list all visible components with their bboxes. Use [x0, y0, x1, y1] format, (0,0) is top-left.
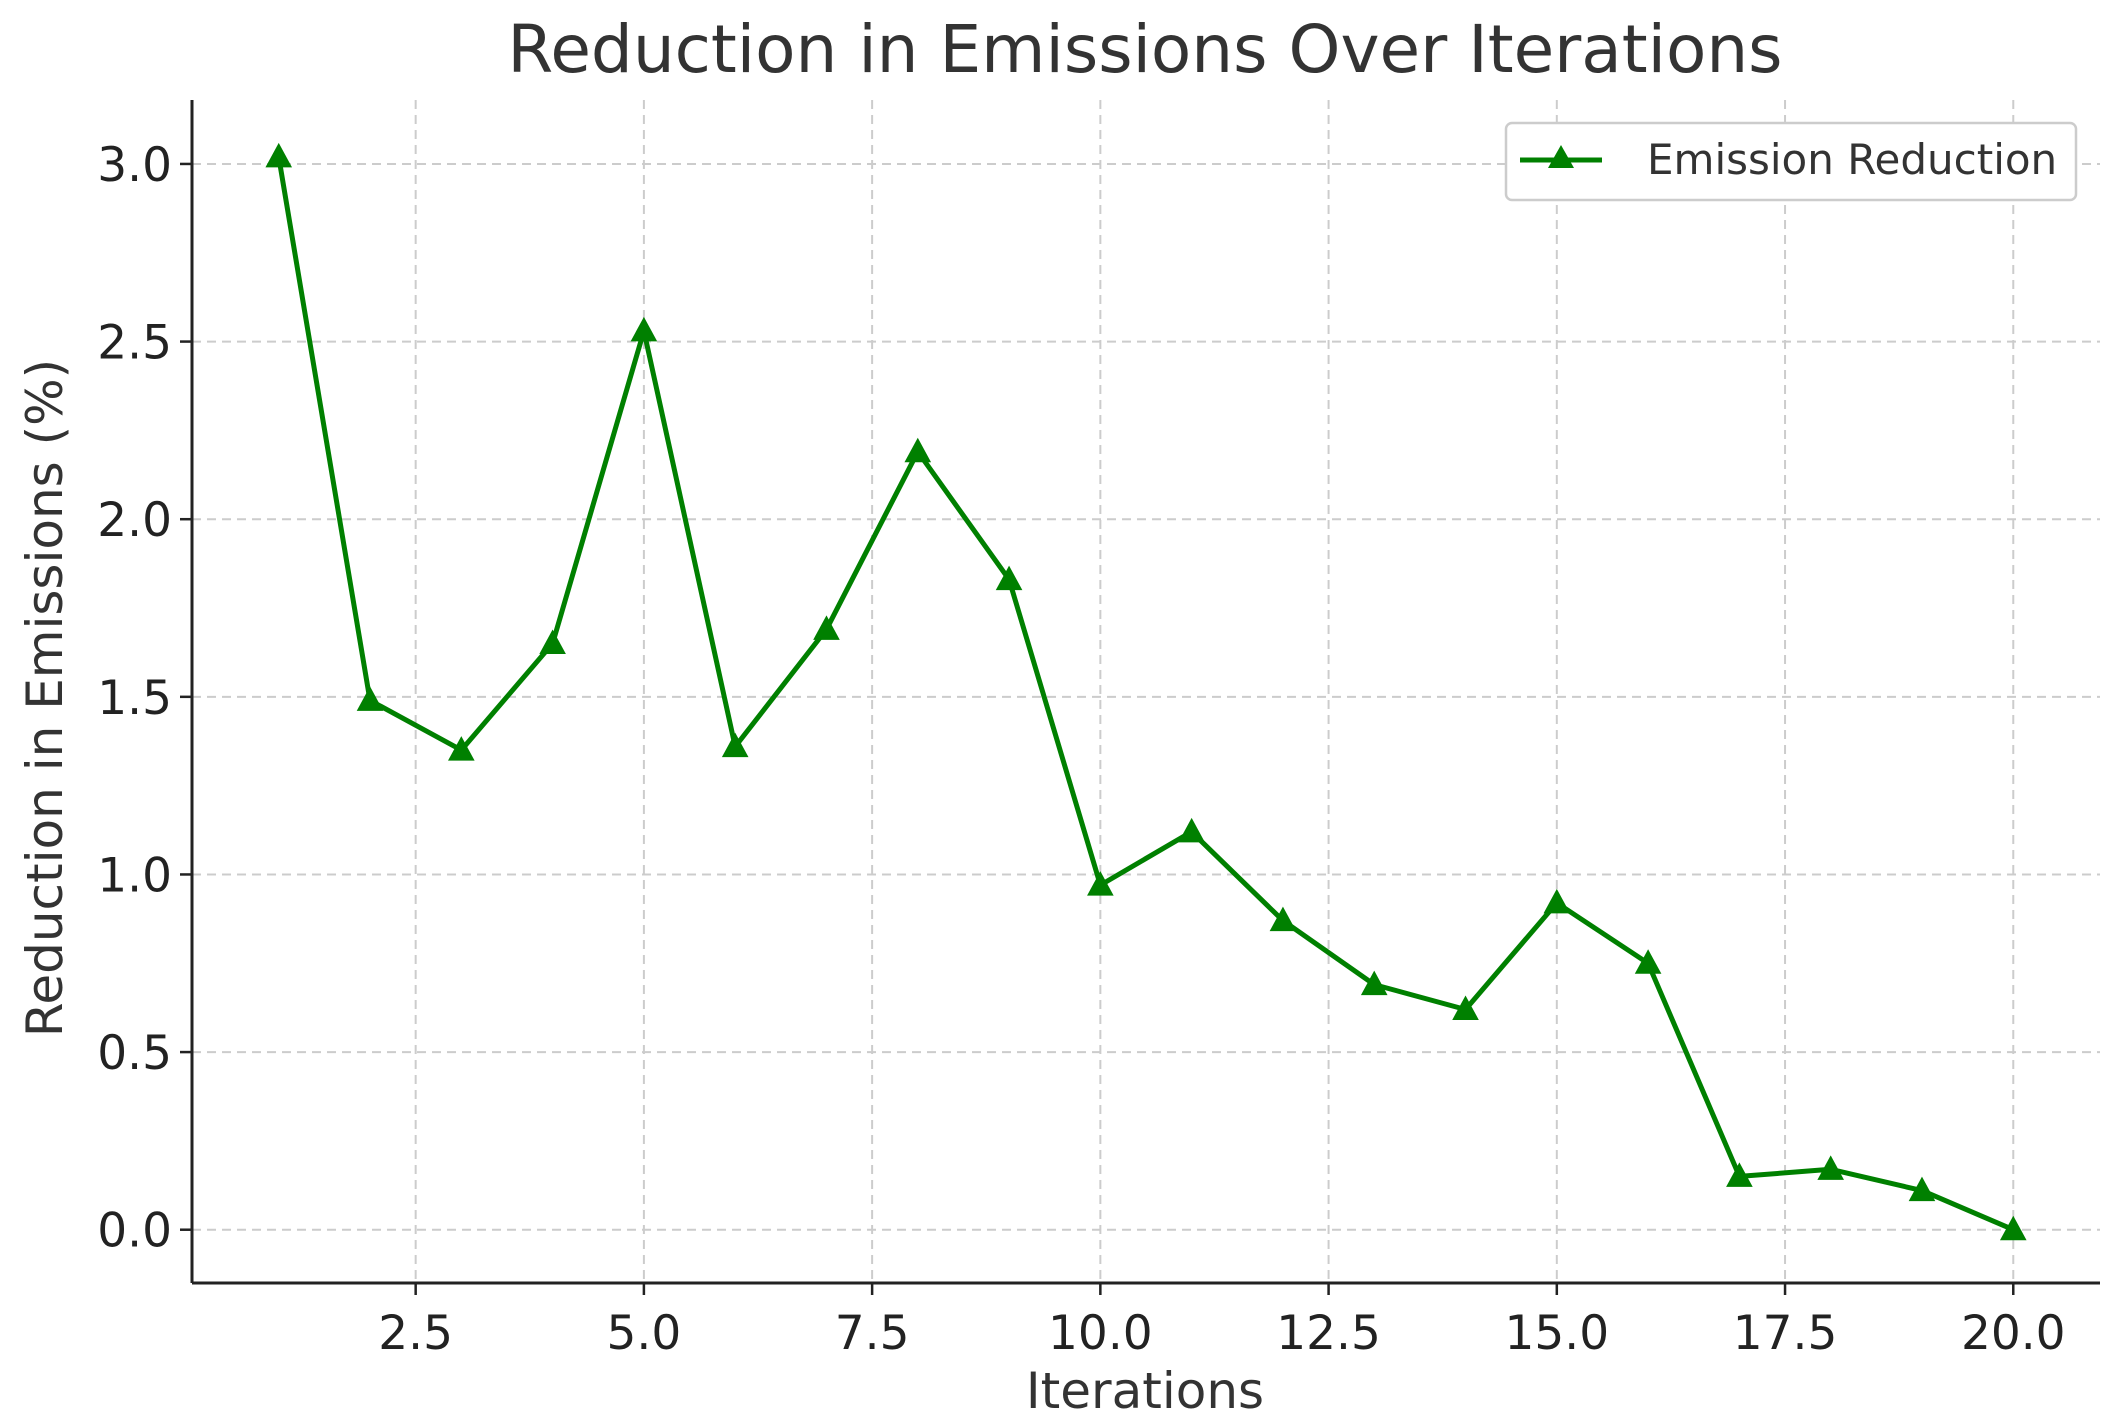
data-point-marker [1360, 970, 1388, 996]
x-tick-label: 20.0 [1961, 1306, 2066, 1361]
y-axis-label: Reduction in Emissions (%) [16, 359, 74, 1037]
x-tick-label: 15.0 [1504, 1306, 1609, 1361]
y-tick-label: 1.0 [97, 848, 172, 903]
x-tick-label: 7.5 [835, 1306, 910, 1361]
y-tick-label: 3.0 [97, 138, 172, 193]
x-axis-label: Iterations [1026, 1362, 1264, 1420]
data-point-marker [813, 615, 840, 640]
y-tick-label: 1.5 [97, 671, 172, 726]
data-point-marker [1178, 817, 1205, 843]
x-tick-label: 10.0 [1048, 1306, 1153, 1361]
x-tick-label: 17.5 [1733, 1306, 1838, 1361]
data-point-marker [1908, 1176, 1936, 1202]
data-point-marker [904, 437, 932, 463]
data-point-marker [995, 565, 1023, 591]
data-point-marker [1269, 906, 1297, 932]
legend-label: Emission Reduction [1647, 135, 2057, 184]
data-point-marker [265, 142, 293, 168]
chart-title: Reduction in Emissions Over Iterations [507, 11, 1782, 88]
data-point-marker [448, 736, 475, 761]
series-line [276, 154, 2016, 1233]
legend-triangle-marker [1548, 145, 1574, 168]
data-point-marker [721, 732, 749, 758]
y-tick-label: 0.5 [97, 1026, 172, 1081]
x-tick-label: 2.5 [378, 1306, 453, 1361]
grid-lines [192, 100, 2100, 1283]
data-point-marker [356, 686, 384, 711]
y-tick-label: 0.0 [97, 1204, 172, 1259]
data-point-marker [1726, 1162, 1753, 1187]
legend: Emission Reduction [1504, 121, 2078, 202]
data-point-marker [1999, 1215, 2027, 1241]
data-point-marker [1087, 871, 1114, 896]
data-point-marker [1817, 1155, 1844, 1180]
data-point-marker [539, 629, 566, 655]
x-tick-label: 5.0 [607, 1306, 682, 1361]
axes [190, 100, 2100, 1285]
legend-box [1504, 121, 2078, 202]
y-tick-label: 2.5 [97, 316, 172, 371]
y-tick-label: 2.0 [97, 493, 172, 548]
data-point-marker [1634, 949, 1662, 974]
tick-labels: 2.5 5.0 7.5 10.0 12.5 15.0 17.5 20.0 0.0 0.5 1.0 1.… [97, 138, 2065, 1361]
data-point-marker [630, 316, 658, 342]
data-point-marker [1543, 888, 1571, 914]
data-point-marker [1452, 995, 1479, 1020]
series-layer [265, 142, 2027, 1241]
x-tick-label: 12.5 [1276, 1306, 1381, 1361]
